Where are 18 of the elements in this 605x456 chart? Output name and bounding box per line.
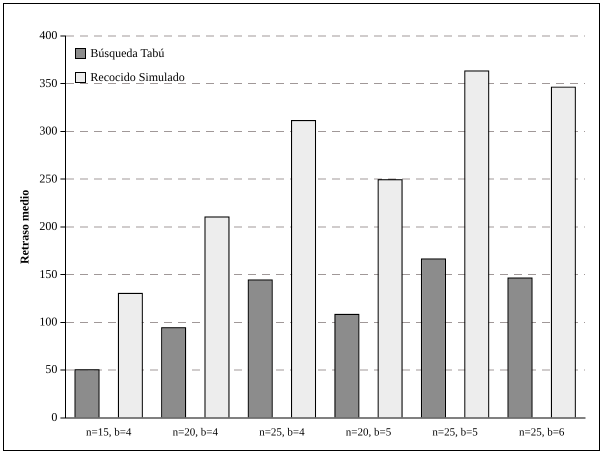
x-tick-label: n=25, b=6 [518,426,565,438]
y-tick-label: 0 [51,410,58,424]
legend-label: Recocido Simulado [90,70,185,85]
y-tick-label: 250 [39,171,58,186]
y-tick-label: 50 [45,362,58,376]
y-tick-label: 100 [39,314,58,329]
x-tick-label: n=20, b=5 [346,426,392,438]
y-tick-label: 200 [39,219,58,234]
y-tick-label: 400 [39,28,58,42]
legend-label: Búsqueda Tabú [90,46,164,61]
x-tick-label: n=25, b=4 [259,426,306,438]
y-tick-label: 300 [39,124,58,138]
y-tick-label: 350 [39,76,58,90]
x-tick-label: n=15, b=4 [86,426,132,438]
x-tick-label: n=20, b=4 [172,426,218,438]
x-tick-label: n=25, b=5 [432,426,478,438]
y-tick-label: 150 [39,266,58,281]
y-axis-title: Retraso medio [17,190,32,264]
